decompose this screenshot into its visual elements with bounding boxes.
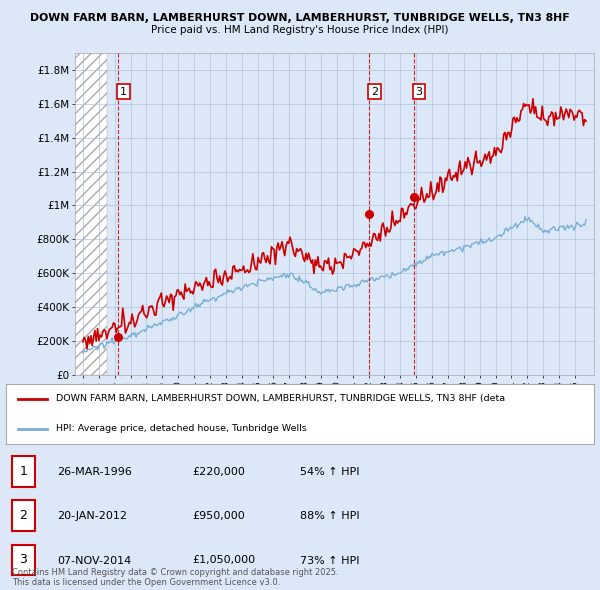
Bar	[75, 53, 107, 375]
Text: 88% ↑ HPI: 88% ↑ HPI	[300, 512, 359, 521]
Text: HPI: Average price, detached house, Tunbridge Wells: HPI: Average price, detached house, Tunb…	[56, 424, 307, 433]
Text: 2: 2	[371, 87, 378, 97]
Text: 1: 1	[19, 465, 28, 478]
Text: £1,050,000: £1,050,000	[192, 556, 255, 565]
Text: 54% ↑ HPI: 54% ↑ HPI	[300, 467, 359, 477]
Text: 1: 1	[120, 87, 127, 97]
Text: 26-MAR-1996: 26-MAR-1996	[57, 467, 132, 477]
Text: Price paid vs. HM Land Registry's House Price Index (HPI): Price paid vs. HM Land Registry's House …	[151, 25, 449, 35]
Text: 07-NOV-2014: 07-NOV-2014	[57, 556, 131, 565]
Text: 3: 3	[19, 553, 28, 566]
Text: DOWN FARM BARN, LAMBERHURST DOWN, LAMBERHURST, TUNBRIDGE WELLS, TN3 8HF (deta: DOWN FARM BARN, LAMBERHURST DOWN, LAMBER…	[56, 394, 505, 403]
Text: £220,000: £220,000	[192, 467, 245, 477]
Text: Contains HM Land Registry data © Crown copyright and database right 2025.
This d: Contains HM Land Registry data © Crown c…	[12, 568, 338, 587]
Text: 3: 3	[415, 87, 422, 97]
Text: DOWN FARM BARN, LAMBERHURST DOWN, LAMBERHURST, TUNBRIDGE WELLS, TN3 8HF: DOWN FARM BARN, LAMBERHURST DOWN, LAMBER…	[30, 13, 570, 23]
Text: 73% ↑ HPI: 73% ↑ HPI	[300, 556, 359, 565]
Text: £950,000: £950,000	[192, 512, 245, 521]
Text: 20-JAN-2012: 20-JAN-2012	[57, 512, 127, 521]
Text: 2: 2	[19, 509, 28, 522]
